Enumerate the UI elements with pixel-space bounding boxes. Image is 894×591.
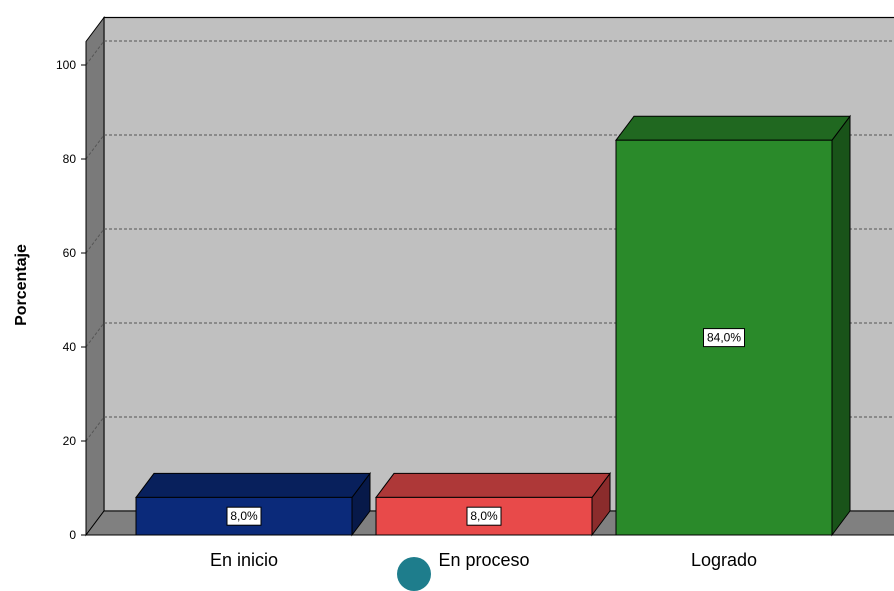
y-tick-label: 20	[63, 434, 77, 448]
bar-chart: 0 20 40 60 80 100 8,0% En inicio 8,0% En proceso…	[13, 16, 894, 570]
data-label: 8,0%	[230, 509, 258, 523]
x-tick-label: En inicio	[210, 550, 278, 570]
x-tick-label: Logrado	[691, 550, 757, 570]
y-tick-label: 100	[56, 58, 76, 72]
y-tick-label: 60	[63, 246, 77, 260]
gridline-side	[85, 134, 105, 160]
y-tick-label: 0	[69, 528, 76, 542]
bar-top	[615, 115, 851, 141]
y-tick-label: 40	[63, 340, 77, 354]
x-tick-label: En proceso	[438, 550, 529, 570]
data-label-box	[703, 328, 745, 348]
gridline-side	[85, 322, 105, 348]
side-wall	[85, 16, 105, 537]
data-label-box	[226, 506, 262, 526]
bar-side	[831, 114, 851, 537]
gridline-side	[85, 416, 105, 442]
data-label: 8,0%	[470, 509, 498, 523]
bar-top	[135, 472, 371, 498]
data-label: 84,0%	[707, 331, 741, 345]
gridline-side	[85, 228, 105, 254]
data-label-box	[466, 506, 502, 526]
y-tick-label: 80	[63, 152, 77, 166]
y-axis-title: Porcentaje	[13, 244, 30, 326]
floating-badge-icon[interactable]	[397, 557, 431, 591]
bar-top	[375, 472, 611, 498]
gridline-side	[85, 40, 105, 66]
